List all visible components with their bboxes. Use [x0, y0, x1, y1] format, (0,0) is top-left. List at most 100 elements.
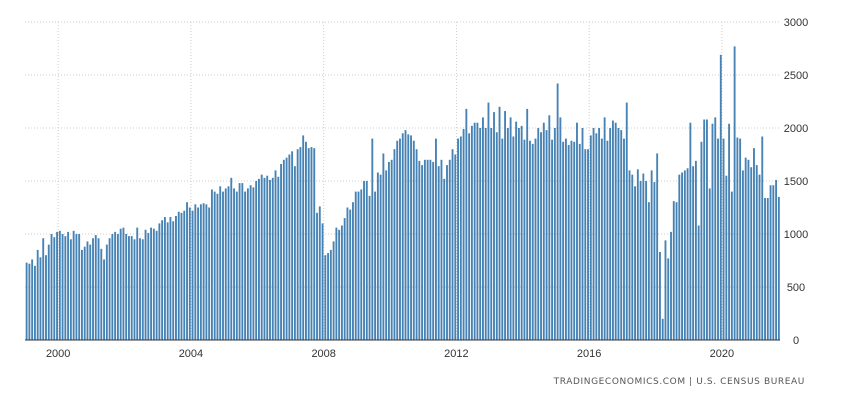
bar: [739, 138, 742, 340]
bar: [498, 106, 501, 340]
bar: [108, 238, 111, 340]
bar: [191, 210, 194, 340]
bar: [318, 206, 321, 340]
bar: [421, 165, 424, 340]
bar: [418, 160, 421, 340]
bar: [515, 121, 518, 340]
bar: [288, 154, 291, 340]
bar: [772, 185, 775, 340]
bar: [199, 204, 202, 340]
bar: [387, 161, 390, 340]
bar: [379, 174, 382, 340]
bar: [75, 234, 78, 340]
bar: [753, 148, 755, 340]
bar: [675, 202, 678, 340]
bar: [249, 185, 252, 340]
bar: [758, 174, 761, 340]
bar: [307, 148, 310, 340]
bar: [332, 241, 335, 340]
bar: [551, 139, 554, 340]
y-tick-label: 2500: [784, 70, 808, 82]
bar: [645, 181, 648, 340]
bar: [219, 186, 222, 340]
bar: [354, 191, 357, 340]
bar: [744, 157, 747, 340]
bar: [755, 165, 758, 340]
bar: [224, 188, 227, 340]
bar: [42, 238, 45, 340]
bar: [33, 265, 36, 340]
bar: [340, 225, 343, 340]
bar: [260, 174, 263, 340]
bar: [271, 177, 274, 340]
bar: [64, 236, 67, 340]
bar: [595, 133, 598, 340]
bar: [694, 160, 697, 340]
bar: [573, 141, 576, 340]
bar: [401, 133, 404, 340]
bar: [611, 120, 614, 340]
bar: [72, 230, 75, 340]
bar: [67, 231, 70, 340]
bar: [352, 202, 354, 340]
bar: [520, 125, 523, 340]
bar: [706, 119, 708, 341]
bar: [210, 189, 213, 340]
bar: [324, 255, 327, 340]
bar: [750, 167, 753, 340]
bar: [100, 248, 103, 340]
bar: [617, 128, 620, 340]
bar: [504, 111, 506, 340]
bar: [717, 138, 719, 340]
bar: [31, 259, 34, 340]
bar: [404, 130, 407, 340]
bar: [105, 244, 108, 340]
bar: [213, 191, 216, 340]
bar: [47, 244, 50, 340]
bar: [407, 134, 410, 340]
bar: [28, 263, 31, 340]
bar: [285, 157, 288, 340]
bar: [252, 187, 255, 340]
bar: [661, 318, 664, 340]
y-tick-label: 3000: [784, 17, 808, 29]
bar: [589, 135, 592, 340]
bar: [509, 117, 512, 341]
bar: [606, 140, 609, 340]
bar: [664, 240, 667, 340]
bar: [678, 174, 681, 340]
bar: [94, 235, 97, 340]
source-credit: TRADINGECONOMICS.COM | U.S. CENSUS BUREA…: [553, 377, 805, 387]
bar: [636, 169, 639, 340]
bar: [747, 159, 750, 340]
bar: [465, 108, 468, 340]
bar: [603, 117, 606, 341]
bar: [656, 153, 659, 340]
bar: [534, 138, 537, 340]
bar: [446, 165, 448, 340]
y-tick-label: 0: [793, 335, 799, 347]
bar: [429, 159, 432, 340]
bar: [399, 138, 401, 340]
bar: [194, 204, 197, 340]
bar: [180, 212, 183, 340]
bar: [363, 181, 365, 340]
bar: [487, 102, 490, 340]
bar: [208, 207, 211, 340]
bar: [125, 234, 128, 340]
bar: [296, 149, 299, 340]
bar: [761, 136, 764, 340]
bar: [650, 170, 653, 340]
bar: [147, 232, 150, 340]
bar: [188, 207, 191, 340]
x-tick-label: 2000: [46, 348, 70, 360]
bar: [368, 195, 371, 340]
bar: [775, 179, 778, 340]
bar: [202, 203, 205, 340]
bar: [393, 149, 396, 340]
bar: [150, 227, 153, 340]
bar: [329, 249, 332, 340]
bar: [45, 255, 47, 340]
bar: [714, 117, 717, 341]
bar: [230, 177, 233, 340]
